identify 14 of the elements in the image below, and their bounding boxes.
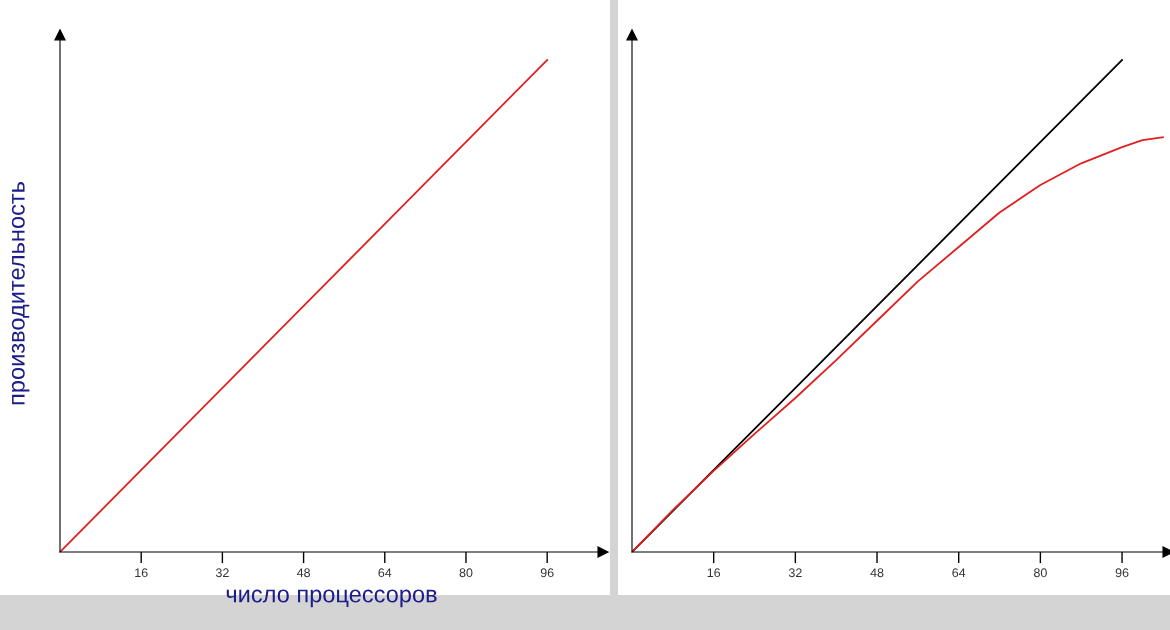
x-tick-label: 96 — [1115, 568, 1129, 578]
x-tick-label: 16 — [135, 568, 148, 578]
x-axis-title: число процессоров — [226, 589, 437, 608]
x-tick-label: 64 — [378, 568, 392, 578]
x-tick-label: 32 — [215, 568, 229, 578]
x-tick-label: 48 — [870, 568, 884, 578]
y-axis-title: производительность — [11, 181, 30, 405]
x-tick-label: 96 — [540, 568, 554, 578]
x-tick-label: 80 — [1033, 568, 1047, 578]
x-tick-label: 16 — [707, 568, 721, 578]
x-tick-label: 48 — [296, 568, 310, 578]
x-tick-label: 64 — [952, 568, 966, 578]
x-tick-label: 80 — [459, 568, 473, 578]
x-tick-label: 32 — [788, 568, 802, 578]
